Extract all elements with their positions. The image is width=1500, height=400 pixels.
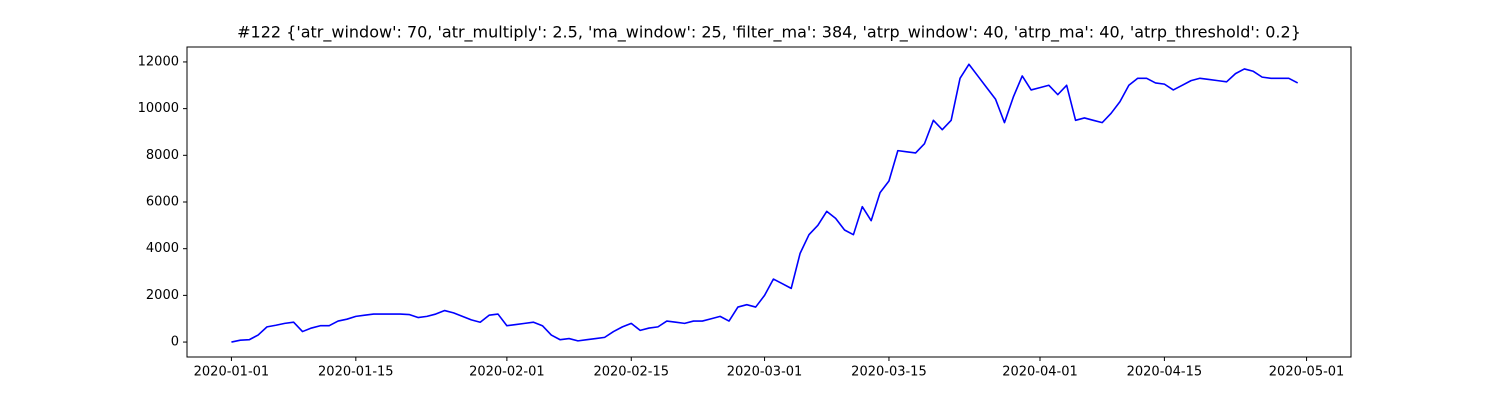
x-tick-label: 2020-02-15 [593,365,669,380]
x-tick-label: 2020-04-15 [1127,365,1203,380]
y-tick-label: 4000 [146,241,179,256]
x-tick-label: 2020-03-01 [727,365,803,380]
x-tick-label: 2020-02-01 [469,365,545,380]
y-tick-label: 2000 [146,288,179,303]
y-tick-label: 8000 [146,148,179,163]
x-tick-label: 2020-05-01 [1269,365,1345,380]
x-tick-label: 2020-01-01 [194,365,270,380]
y-tick-label: 12000 [138,54,179,69]
x-tick-label: 2020-03-15 [851,365,927,380]
data-line [231,63,1299,343]
chart-title: #122 {'atr_window': 70, 'atr_multiply': … [237,23,1301,43]
y-tick-label: 0 [171,335,179,350]
x-tick-label: 2020-01-15 [318,365,394,380]
y-tick-label: 10000 [138,101,179,116]
x-tick-label: 2020-04-01 [1002,365,1078,380]
plot-frame [186,46,1352,358]
y-tick-label: 6000 [146,195,179,210]
